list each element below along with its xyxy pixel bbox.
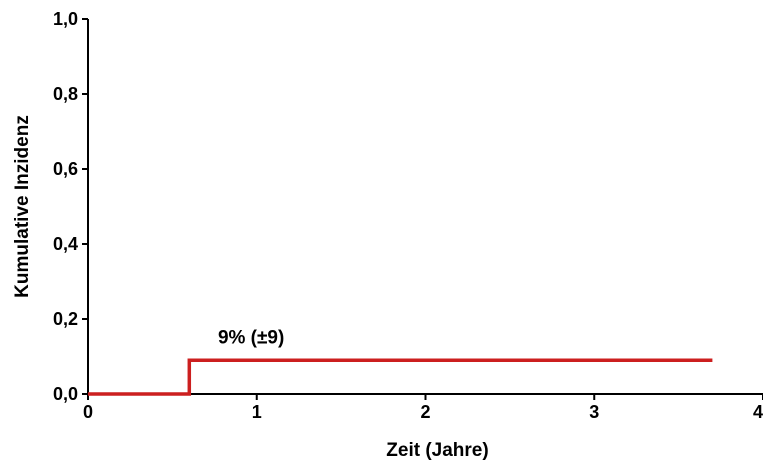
y-tick-label: 0,6: [53, 159, 78, 179]
annotation-layer: 9% (±9): [218, 327, 284, 348]
x-tick-label: 0: [83, 402, 93, 422]
y-tick-label: 0,2: [53, 309, 78, 329]
x-tick-label: 4: [753, 402, 763, 422]
series-layer: [88, 358, 713, 396]
incidence-annotation: 9% (±9): [218, 327, 284, 348]
y-tick-label: 0,8: [53, 84, 78, 104]
incidence-step-line: [88, 358, 713, 396]
y-axis-title: Kumulative Inzidenz: [12, 115, 33, 298]
y-tick-label: 1,0: [53, 9, 78, 29]
x-tick-label: 1: [252, 402, 262, 422]
y-ticks: 0,0 0,2 0,4 0,6 0,8 1,0: [53, 9, 88, 404]
x-tick-label: 3: [589, 402, 599, 422]
axes: [87, 19, 763, 395]
x-ticks: 0 1 2 3 4: [83, 394, 763, 422]
x-axis-title: Zeit (Jahre): [386, 440, 488, 461]
y-tick-label: 0,0: [53, 384, 78, 404]
y-tick-label: 0,4: [53, 234, 78, 254]
x-tick-label: 2: [420, 402, 430, 422]
